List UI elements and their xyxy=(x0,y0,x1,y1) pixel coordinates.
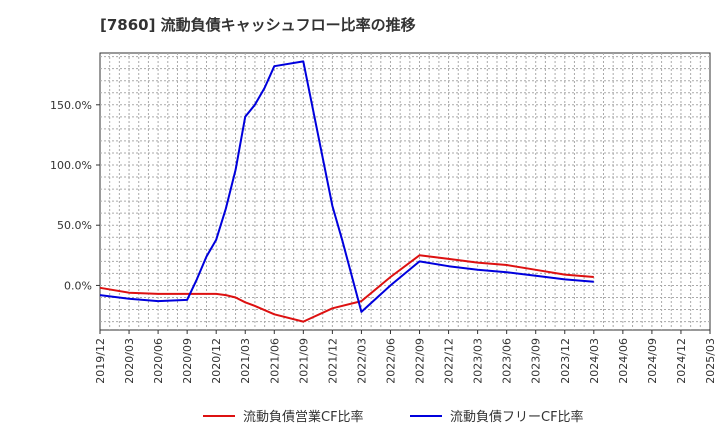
x-tick-label: 2023/12 xyxy=(559,338,572,384)
x-tick-label: 2022/06 xyxy=(384,338,397,384)
series-lines xyxy=(99,60,594,323)
y-tick-labels: 0.0% 50.0% 100.0% 150.0% xyxy=(50,99,100,292)
x-tick-label: 2020/12 xyxy=(210,338,223,384)
x-tick-label: 2023/09 xyxy=(530,338,543,384)
legend: 流動負債営業CF比率 流動負債フリーCF比率 xyxy=(203,409,584,425)
x-tick-label: 2022/09 xyxy=(414,338,427,384)
y-tick-label: 0.0% xyxy=(64,279,92,292)
plot-area xyxy=(99,52,711,331)
x-tick-label: 2022/03 xyxy=(355,338,368,384)
legend-label-2: 流動負債フリーCF比率 xyxy=(450,409,584,425)
y-tick-label: 50.0% xyxy=(57,219,92,232)
series-line-2 xyxy=(99,60,594,313)
y-tick-label: 100.0% xyxy=(50,159,92,172)
x-tick-label: 2021/06 xyxy=(268,338,281,384)
x-tick-label: 2019/12 xyxy=(94,338,107,384)
x-tick-label: 2024/03 xyxy=(588,338,601,384)
x-tick-label: 2023/06 xyxy=(501,338,514,384)
chart-title: [7860] 流動負債キャッシュフロー比率の推移 xyxy=(100,16,416,34)
x-tick-label: 2024/06 xyxy=(617,338,630,384)
x-tick-label: 2021/03 xyxy=(239,338,252,384)
x-tick-label: 2025/03 xyxy=(704,338,717,384)
y-tick-label: 150.0% xyxy=(50,99,92,112)
x-tick-label: 2024/09 xyxy=(646,338,659,384)
x-tick-label: 2021/09 xyxy=(297,338,310,384)
x-tick-label: 2024/12 xyxy=(675,338,688,384)
x-tick-label: 2020/03 xyxy=(123,338,136,384)
x-tick-label: 2020/09 xyxy=(181,338,194,384)
series-line-1 xyxy=(99,254,594,323)
x-tick-label: 2023/03 xyxy=(472,338,485,384)
x-tick-label: 2020/06 xyxy=(152,338,165,384)
horizontal-gridlines xyxy=(100,56,710,323)
legend-label-1: 流動負債営業CF比率 xyxy=(243,409,364,425)
x-tick-label: 2022/12 xyxy=(443,338,456,384)
x-tick-labels: 2019/12 2020/03 2020/06 2020/09 2020/12 2021/… xyxy=(94,330,717,384)
x-tick-label: 2021/12 xyxy=(326,338,339,384)
